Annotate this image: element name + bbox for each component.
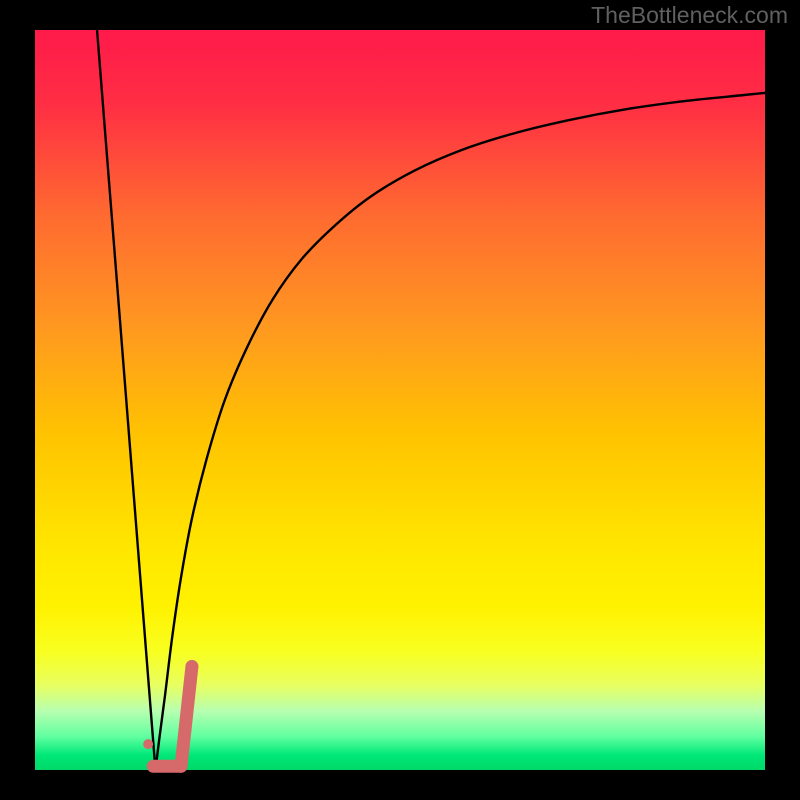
plot-background — [35, 30, 765, 770]
bottleneck-chart — [0, 0, 800, 800]
chart-container: TheBottleneck.com — [0, 0, 800, 800]
watermark-text: TheBottleneck.com — [591, 2, 788, 29]
optimum-marker-dot — [143, 739, 153, 749]
